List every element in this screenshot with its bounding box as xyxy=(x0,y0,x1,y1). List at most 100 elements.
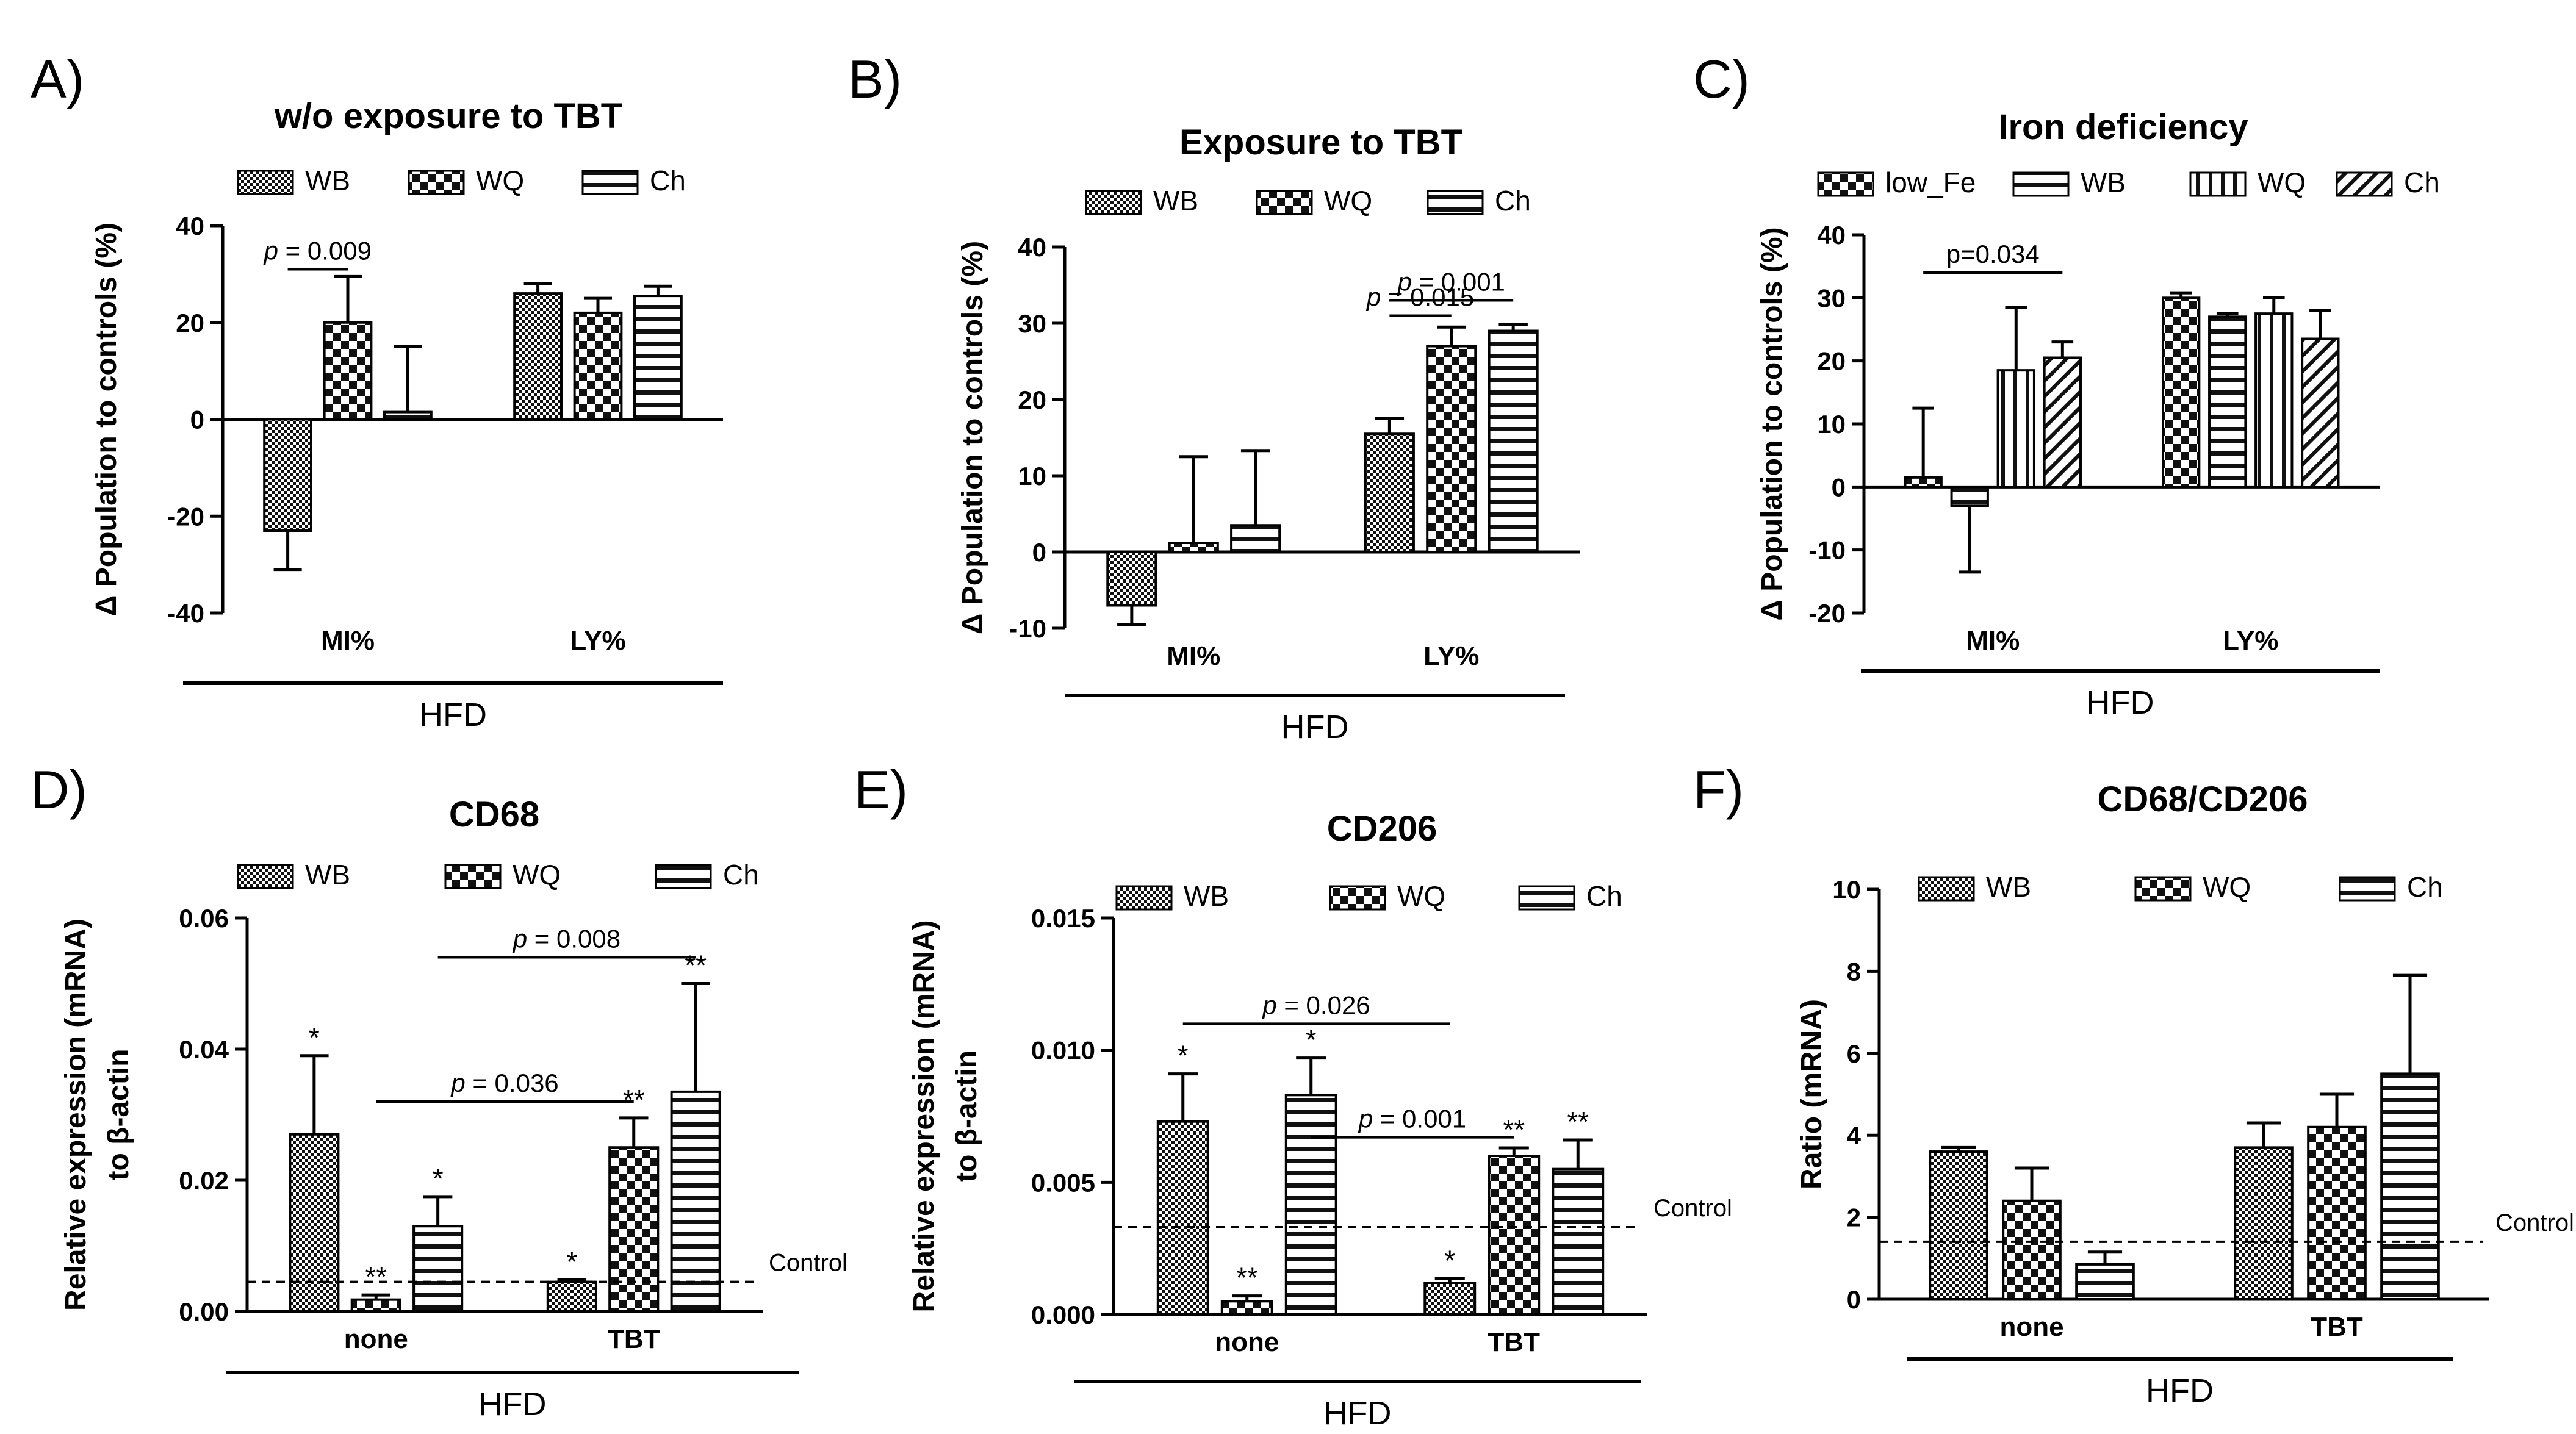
p-value-label: p = 0.008 xyxy=(512,925,621,953)
y-tick-label: 8 xyxy=(1847,957,1861,986)
control-label: Control xyxy=(769,1250,847,1277)
legend-label: WQ xyxy=(513,859,561,891)
y-axis-label-2: to β-actin xyxy=(951,1050,983,1182)
bar-WQ-LY% xyxy=(2254,312,2294,489)
x-tick-label: LY% xyxy=(2223,626,2278,656)
legend-label: Ch xyxy=(1495,185,1531,217)
bar-WB-MI% xyxy=(263,418,312,532)
legend-swatch xyxy=(1085,190,1142,215)
legend-label: WB xyxy=(2081,167,2126,198)
legend-label: Ch xyxy=(2407,871,2443,903)
chart-title: w/o exposure to TBT xyxy=(274,96,622,136)
p-value-label: p = 0.009 xyxy=(263,236,372,265)
y-tick-label: 0 xyxy=(1032,538,1046,567)
panel-2: C) Iron deficiency low_Fe WB WQ Ch -20 -10 0 10 20… xyxy=(1693,49,2440,721)
chart-title: CD206 xyxy=(1327,809,1437,848)
legend-swatch xyxy=(444,864,502,889)
legend-label: WB xyxy=(305,165,350,196)
legend-label: WQ xyxy=(476,165,524,196)
x-tick-label: none xyxy=(1215,1327,1279,1357)
bar-WQ-MI% xyxy=(1996,369,2035,489)
significance-mark: * xyxy=(433,1163,444,1194)
x-tick-label: LY% xyxy=(1423,641,1479,671)
legend-label: Ch xyxy=(2404,167,2440,198)
x-tick-label: LY% xyxy=(570,626,625,656)
significance-mark: * xyxy=(1444,1245,1455,1277)
panel-3: D) CD68 WB WQ Ch 0.00 0.02 0.04 0.06 Relative exp… xyxy=(31,759,847,1422)
bar-Ch-LY% xyxy=(2301,337,2340,489)
x-tick-label: MI% xyxy=(321,626,375,656)
panel-label: E) xyxy=(854,759,908,820)
significance-mark: * xyxy=(309,1022,320,1053)
y-tick-label: 20 xyxy=(1817,347,1846,376)
bar-WB-MI% xyxy=(1106,551,1157,607)
bar-WB-LY% xyxy=(2208,315,2247,489)
significance-mark: * xyxy=(1178,1040,1189,1072)
y-tick-label: 10 xyxy=(1817,410,1846,439)
y-tick-label: 6 xyxy=(1847,1039,1861,1068)
significance-mark: ** xyxy=(1503,1114,1525,1145)
legend-label: WQ xyxy=(1397,880,1445,912)
control-label: Control xyxy=(1653,1195,1732,1222)
bar-WB-LY% xyxy=(513,292,563,421)
legend-swatch xyxy=(2336,171,2393,197)
significance-mark: ** xyxy=(685,950,707,981)
y-tick-label: 0 xyxy=(190,406,204,434)
group-label: HFD xyxy=(419,697,487,733)
chart-title: Iron deficiency xyxy=(1998,107,2248,147)
chart-title: CD68/CD206 xyxy=(2098,780,2308,819)
bar-WQ-MI% xyxy=(1168,542,1219,553)
bar-WQ-TBT xyxy=(608,1146,660,1313)
legend-swatch xyxy=(1115,885,1173,911)
panel-1: B) Exposure to TBT WB WQ Ch -10 0 10 20 30 40 Δ Pop… xyxy=(848,49,1580,745)
bar-WB-TBT xyxy=(2234,1146,2294,1300)
legend-label: Ch xyxy=(650,165,686,196)
y-tick-label: 30 xyxy=(1018,309,1046,338)
y-tick-label: 0.06 xyxy=(179,904,229,933)
y-axis-label: Ratio (mRNA) xyxy=(1796,999,1828,1189)
legend-label: WQ xyxy=(1324,185,1372,217)
bar-WB-TBT xyxy=(546,1280,597,1313)
bar-Ch-TBT xyxy=(670,1090,721,1313)
panel-label: C) xyxy=(1693,49,1750,109)
y-tick-label: 20 xyxy=(1018,385,1046,414)
chart-title: CD68 xyxy=(449,795,539,834)
legend-label: low_Fe xyxy=(1885,167,1976,198)
y-tick-label: -20 xyxy=(167,502,204,531)
y-tick-label: 0.00 xyxy=(179,1297,229,1326)
y-tick-label: 40 xyxy=(176,212,204,240)
legend-swatch xyxy=(408,170,465,195)
significance-mark: * xyxy=(566,1246,577,1277)
bar-Ch-TBT xyxy=(2380,1072,2440,1301)
y-tick-label: 0 xyxy=(1832,473,1846,501)
bar-WQ-none xyxy=(1220,1300,1273,1316)
y-tick-label: 0 xyxy=(1847,1285,1861,1314)
x-tick-label: MI% xyxy=(1167,641,1220,671)
p-value-label: p = 0.001 xyxy=(1397,268,1505,296)
x-tick-label: MI% xyxy=(1966,626,2020,656)
legend-label: WB xyxy=(305,859,350,891)
y-tick-label: -20 xyxy=(1808,599,1846,628)
bar-WB-MI% xyxy=(1950,486,1989,507)
bar-WQ-none xyxy=(2002,1199,2062,1300)
group-label: HFD xyxy=(2146,1372,2214,1409)
p-value-label: p = 0.015 xyxy=(1365,283,1474,312)
panel-label: D) xyxy=(31,759,87,820)
legend-swatch xyxy=(2134,876,2192,902)
bar-WB-none xyxy=(289,1133,340,1313)
legend-label: Ch xyxy=(723,859,759,891)
y-tick-label: -10 xyxy=(1009,614,1046,643)
p-value-label: p=0.034 xyxy=(1946,240,2040,268)
bar-low_Fe-LY% xyxy=(2162,296,2201,489)
bar-Ch-LY% xyxy=(633,295,683,421)
x-tick-label: none xyxy=(344,1324,408,1354)
significance-mark: ** xyxy=(365,1261,387,1292)
legend-swatch xyxy=(237,170,294,195)
y-tick-label: 0.000 xyxy=(1031,1300,1095,1329)
legend-swatch xyxy=(2189,171,2247,197)
y-tick-label: 40 xyxy=(1817,221,1846,249)
y-tick-label: 30 xyxy=(1817,284,1846,312)
y-axis-label: Δ Population to controls (%) xyxy=(957,241,989,634)
group-label: HFD xyxy=(2087,684,2154,721)
